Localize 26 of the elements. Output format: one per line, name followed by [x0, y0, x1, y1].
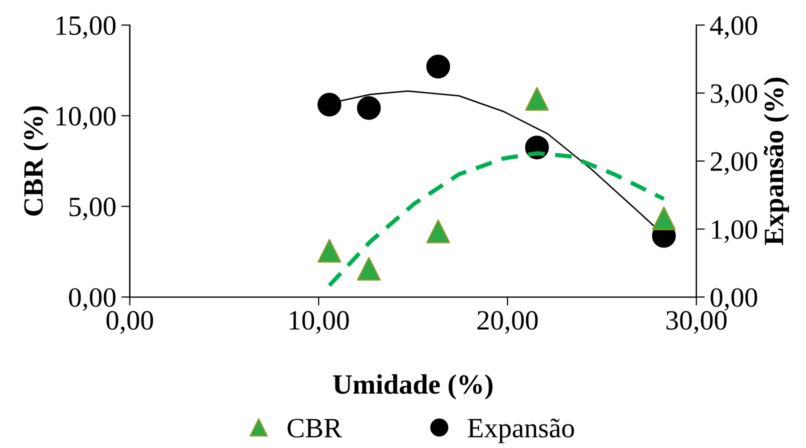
y2-tick-label: 1,00: [712, 220, 758, 243]
y-tick-label: 15,00: [56, 16, 116, 39]
x-axis-title: Umidade (%): [333, 374, 492, 400]
point: [426, 220, 450, 244]
x-tick-label: 20,00: [477, 311, 538, 334]
y2-tick-label: 0,00: [710, 288, 758, 311]
legend-label: Expansão: [468, 418, 574, 444]
y-tick-label: 10,00: [56, 106, 116, 130]
y-tick-label: 5,00: [70, 198, 116, 220]
point: [652, 206, 676, 230]
x-tick-label: 0,00: [106, 311, 154, 334]
y-tick-label: 0,00: [69, 288, 116, 311]
y2-axis-title: Expansão (%): [764, 78, 789, 246]
x-tick-label: 30,00: [666, 311, 727, 334]
point: [525, 86, 549, 111]
legend-label: CBR: [288, 418, 342, 438]
x-tick-label: 10,00: [290, 311, 349, 334]
y2-tick-label: 3,00: [710, 84, 758, 107]
y2-tick-label: 4,00: [710, 16, 758, 39]
y-axis-title: CBR (%): [23, 106, 49, 216]
y2-tick-label: 2,00: [710, 152, 758, 175]
point: [318, 238, 342, 263]
point: [356, 256, 381, 281]
point: [426, 54, 450, 78]
point: [318, 92, 342, 117]
point: [356, 96, 381, 120]
